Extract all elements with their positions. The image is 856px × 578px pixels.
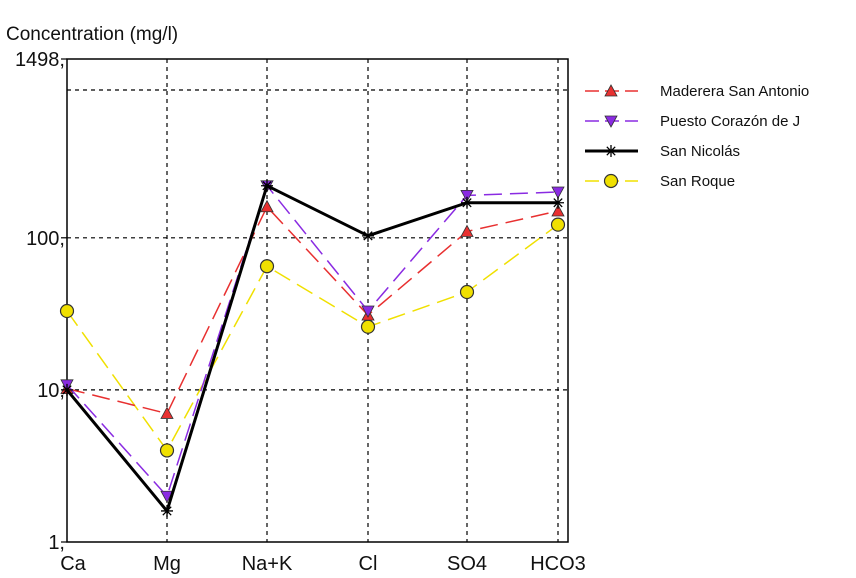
series-3 — [59, 217, 566, 458]
x-tick-label: SO4 — [447, 553, 487, 575]
legend-item: San Roque — [585, 173, 735, 190]
legend-label: Puesto Corazón de J — [660, 113, 800, 130]
data-point — [551, 204, 565, 217]
legend-item: San Nicolás — [585, 143, 740, 160]
legend-label: San Roque — [660, 173, 735, 190]
x-tick-label: Mg — [153, 553, 181, 575]
series-line — [66, 184, 559, 498]
series-2 — [61, 179, 564, 517]
data-point — [161, 504, 173, 517]
series-line — [66, 205, 559, 415]
data-point — [551, 186, 565, 199]
series-0 — [60, 199, 565, 419]
data-point — [261, 179, 273, 192]
data-point — [361, 305, 375, 318]
series-group — [59, 179, 566, 517]
y-tick-label: 1, — [48, 532, 65, 554]
legend: Maderera San Antonio Puesto Corazón de J S… — [585, 83, 809, 190]
legend-item: Puesto Corazón de J — [585, 113, 800, 130]
data-point — [459, 284, 475, 300]
data-point — [460, 189, 474, 203]
legend-item: Maderera San Antonio — [585, 83, 809, 100]
y-axis-ticks: 1, 10, 100, 1498, — [15, 49, 67, 554]
data-point — [260, 199, 274, 213]
data-point — [552, 196, 564, 209]
legend-label: San Nicolás — [660, 143, 740, 160]
plot-frame — [66, 58, 569, 543]
data-point — [159, 443, 175, 458]
series-1 — [60, 180, 565, 504]
data-point — [604, 84, 618, 97]
y-tick-label: 1498, — [15, 49, 65, 71]
data-point — [605, 145, 617, 157]
data-point — [550, 217, 566, 232]
series-line — [66, 224, 559, 452]
x-tick-label: Ca — [60, 553, 86, 575]
x-axis-ticks: Ca Mg Na+K Cl SO4 HCO3 — [60, 553, 586, 575]
data-point — [360, 319, 376, 334]
legend-label: Maderera San Antonio — [660, 83, 809, 100]
series-line — [65, 183, 558, 515]
y-axis-title: Concentration (mg/l) — [6, 24, 178, 45]
data-point — [160, 406, 174, 419]
data-point — [59, 303, 75, 319]
x-tick-label: HCO3 — [530, 553, 586, 575]
y-tick-label: 100, — [26, 228, 65, 250]
data-point — [362, 229, 374, 242]
x-tick-label: Cl — [359, 553, 378, 575]
data-point — [259, 259, 275, 274]
data-point — [61, 383, 73, 396]
x-tick-label: Na+K — [242, 553, 293, 575]
data-point — [603, 173, 619, 189]
gridlines — [67, 59, 568, 542]
data-point — [460, 224, 474, 237]
data-point — [461, 196, 473, 209]
y-tick-label: 10, — [37, 380, 65, 402]
data-point — [604, 115, 618, 128]
